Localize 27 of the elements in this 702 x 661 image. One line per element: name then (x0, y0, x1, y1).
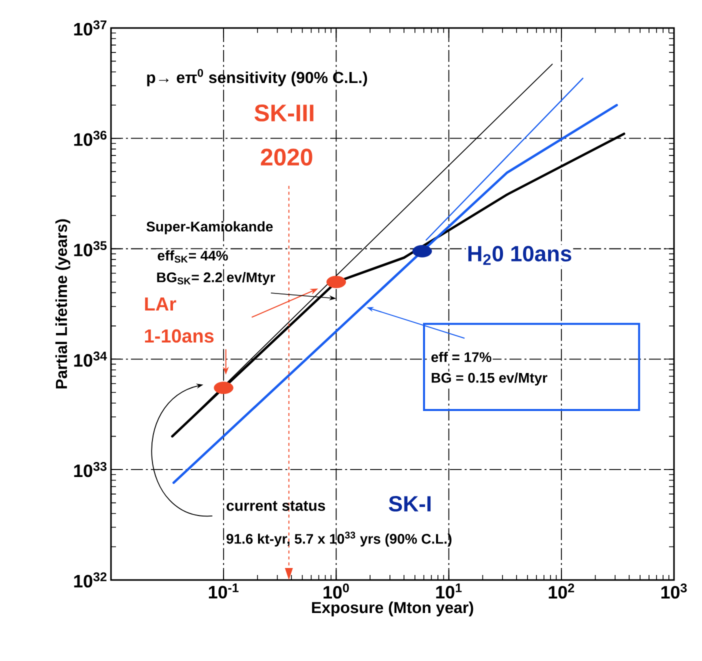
x-tick-label: 10$^{2}$ (548, 583, 574, 599)
y-tick-label: 10$^{33}$ (74, 462, 107, 478)
annotation: 91.6 kt-yr, 5.7 x 10$^{33}$ yrs (90% C.L.) (226, 532, 452, 547)
annotation: 2020 (260, 148, 312, 166)
annotation: SK-III (254, 104, 314, 122)
x-tick-label: 10$^{0}$ (324, 583, 349, 599)
x-tick-label: 10$^{3}$ (661, 583, 687, 599)
y-tick-label: 10$^{34}$ (74, 352, 107, 367)
annotation: BG = 0.15 ev/Mtyr (432, 372, 548, 386)
annotation: current status (226, 501, 326, 511)
annotation: eff = 17% (431, 352, 492, 362)
annotation: p→ eπ$^{0}$ sensitivity (90% C.L.) (147, 68, 368, 86)
y-tick-label: 10$^{32}$ (74, 572, 106, 588)
annotation: SK-I (388, 496, 431, 512)
x-axis-title: Exposure (Mton year) (312, 602, 474, 616)
y-tick-label: 10$^{37}$ (74, 20, 106, 36)
x-tick-label: 10$^{-1}$ (208, 583, 239, 599)
y-tick-label: 10$^{36}$ (74, 130, 107, 146)
annotation: 1-10ans (145, 329, 214, 343)
y-tick-label: 10$^{35}$ (74, 241, 107, 256)
annotation: Super-Kamiokande (146, 221, 273, 234)
x-tick-label: 10$^{1}$ (436, 583, 462, 599)
annotation: H$_{2}$0 10ans (468, 246, 572, 265)
annotation: LAr (145, 297, 176, 310)
annotation: BG$_{SK}$= 2.2 ev/Mtyr (157, 272, 276, 286)
y-axis-title: Partial Lifetime (years) (55, 219, 70, 388)
annotation: eff$_{SK}$= 44% (158, 250, 228, 263)
